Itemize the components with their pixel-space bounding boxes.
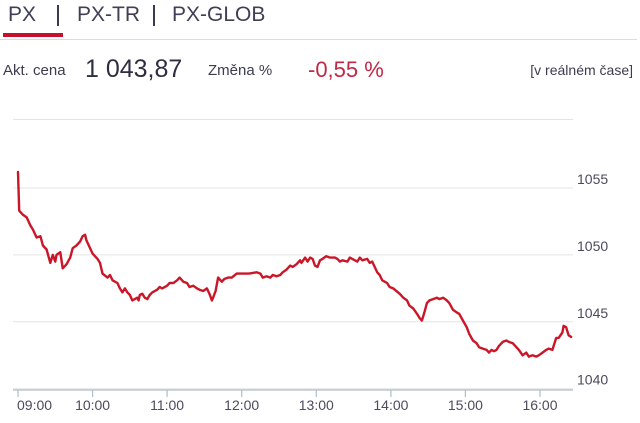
tab-px-glob[interactable]: PX-GLOB (172, 3, 266, 26)
tab-px-tr[interactable]: PX-TR (77, 3, 140, 26)
tab-bar-rule (0, 39, 637, 40)
y-axis-label: 1050 (577, 238, 608, 254)
realtime-note: [v reálném čase] (530, 62, 633, 78)
tab-divider (153, 5, 155, 26)
tab-px[interactable]: PX (8, 3, 37, 26)
x-axis-label: 12:00 (224, 397, 259, 413)
chart-top-rule (13, 119, 573, 120)
price-line (16, 170, 573, 358)
x-axis-label: 14:00 (373, 397, 408, 413)
x-axis-label: 16:00 (522, 397, 557, 413)
active-tab-indicator (3, 33, 63, 37)
tab-divider (57, 5, 59, 26)
change-label: Změna % (208, 62, 273, 79)
x-axis-label: 09:00 (17, 397, 52, 413)
change-value: -0,55 % (308, 57, 384, 82)
y-axis-label: 1055 (577, 171, 608, 187)
x-axis-label: 13:00 (299, 397, 334, 413)
current-price: 1 043,87 (85, 55, 183, 83)
price-label: Akt. cena (3, 62, 66, 79)
y-axis-label: 1045 (577, 305, 608, 321)
x-axis-label: 10:00 (75, 397, 110, 413)
y-axis-label: 1040 (577, 372, 608, 388)
x-axis-label: 15:00 (448, 397, 483, 413)
x-axis-label: 11:00 (150, 397, 184, 413)
